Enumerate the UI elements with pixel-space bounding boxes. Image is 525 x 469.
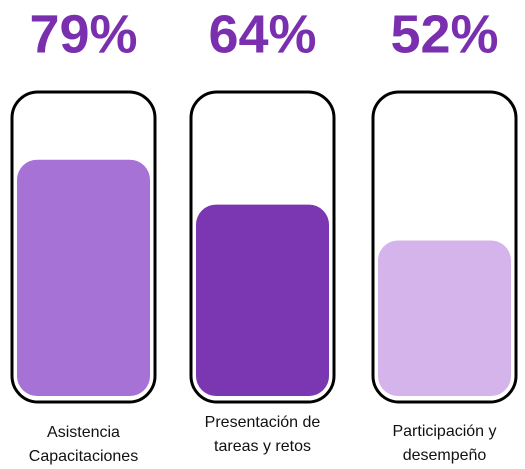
- value-label: 79%: [29, 4, 137, 64]
- bar: [196, 205, 329, 396]
- category-label: Presentación de tareas y retos: [178, 411, 348, 459]
- category-label: Participación y desempeño: [360, 420, 525, 468]
- value-label: 64%: [208, 4, 316, 64]
- category-label: Asistencia Capacitaciones: [0, 421, 169, 469]
- value-label: 52%: [390, 4, 498, 64]
- bar: [378, 241, 511, 396]
- bar: [17, 160, 150, 396]
